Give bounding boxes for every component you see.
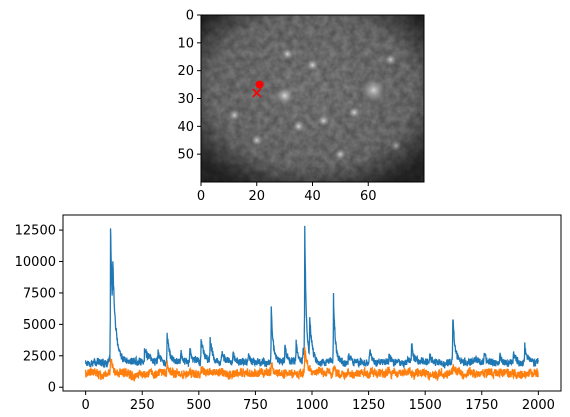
roi-circle-marker [255,80,264,89]
image-y-axis: 0 10 20 30 40 50 [177,9,201,163]
x-tick-label: 0 [81,398,89,413]
series-line-2 [84,347,539,382]
y-tick-label: 20 [177,64,194,79]
x-tick-label: 1250 [352,398,385,413]
trace-y-axis: 0 2500 5000 7500 10000 12500 [15,224,63,396]
image-panel: 0 20 40 60 0 10 20 30 40 50 [177,9,425,204]
series-line-1 [84,225,539,370]
trace-area [84,225,539,382]
x-tick-label: 0 [197,189,205,204]
x-tick-label: 2000 [522,398,555,413]
trace-x-axis: 0 250 500 750 1000 1250 1500 1750 2000 [81,391,555,413]
y-tick-label: 7500 [23,286,56,301]
image-x-axis: 0 20 40 60 [197,182,377,204]
image-markers [252,80,264,98]
image-vignette [201,15,424,182]
y-tick-label: 0 [186,9,194,24]
roi-x-marker [252,88,262,98]
x-tick-label: 1000 [295,398,328,413]
image-area [201,15,424,182]
x-tick-label: 750 [243,398,268,413]
x-tick-label: 40 [304,189,321,204]
y-tick-label: 10 [177,36,194,51]
y-tick-label: 0 [48,381,56,396]
x-tick-label: 250 [130,398,155,413]
y-tick-label: 2500 [23,349,56,364]
y-tick-label: 5000 [23,318,56,333]
x-tick-label: 500 [186,398,211,413]
y-tick-label: 12500 [15,224,56,239]
y-tick-label: 10000 [15,255,56,270]
y-tick-label: 30 [177,92,194,107]
y-tick-label: 50 [177,148,194,163]
trace-panel: 0 250 500 750 1000 1250 1500 1750 2000 0 2500 5000… [15,214,562,413]
x-tick-label: 1750 [465,398,498,413]
x-tick-label: 60 [360,189,377,204]
x-tick-label: 20 [248,189,265,204]
y-tick-label: 40 [177,120,194,135]
x-tick-label: 1500 [409,398,442,413]
